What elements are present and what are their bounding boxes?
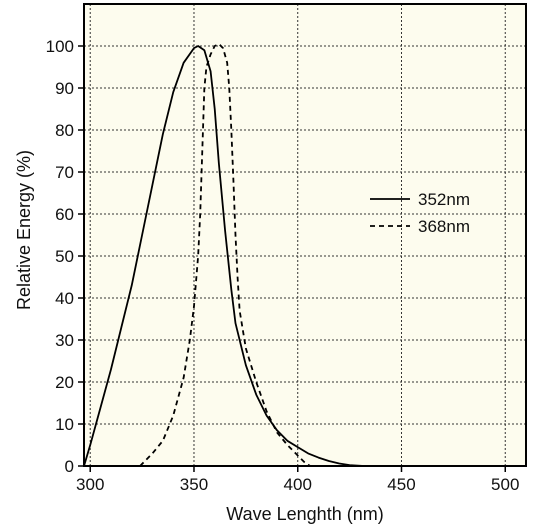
y-tick-label-0: 0 <box>65 457 74 476</box>
x-tick-labels: 300 350 400 450 500 <box>76 475 519 494</box>
y-tick-label-90: 90 <box>55 79 74 98</box>
x-axis-title: Wave Lenghth (nm) <box>226 504 383 524</box>
y-tick-label-80: 80 <box>55 121 74 140</box>
legend-label-352nm: 352nm <box>418 190 470 209</box>
x-tick-label-350: 350 <box>180 475 208 494</box>
grid-lines <box>84 4 526 466</box>
y-tick-label-100: 100 <box>46 37 74 56</box>
x-tick-label-500: 500 <box>491 475 519 494</box>
x-tick-label-300: 300 <box>76 475 104 494</box>
plot-frame <box>83 3 527 467</box>
series-line-352nm <box>83 45 365 467</box>
y-axis-title: Relative Energy (%) <box>14 150 34 310</box>
x-tick-label-400: 400 <box>284 475 312 494</box>
tick-marks <box>78 45 506 472</box>
y-tick-label-50: 50 <box>55 247 74 266</box>
y-tick-label-70: 70 <box>55 163 74 182</box>
y-tick-label-10: 10 <box>55 415 74 434</box>
y-tick-label-60: 60 <box>55 205 74 224</box>
plot-background <box>84 4 526 466</box>
legend-label-368nm: 368nm <box>418 217 470 236</box>
y-tick-label-20: 20 <box>55 373 74 392</box>
series-line-368nm <box>139 43 311 467</box>
legend: 352nm 368nm <box>370 190 470 236</box>
y-tick-label-30: 30 <box>55 331 74 350</box>
y-tick-label-40: 40 <box>55 289 74 308</box>
x-tick-label-450: 450 <box>387 475 415 494</box>
y-tick-labels: 0 10 20 30 40 50 60 70 80 90 100 <box>46 37 74 476</box>
series-group <box>83 43 365 467</box>
